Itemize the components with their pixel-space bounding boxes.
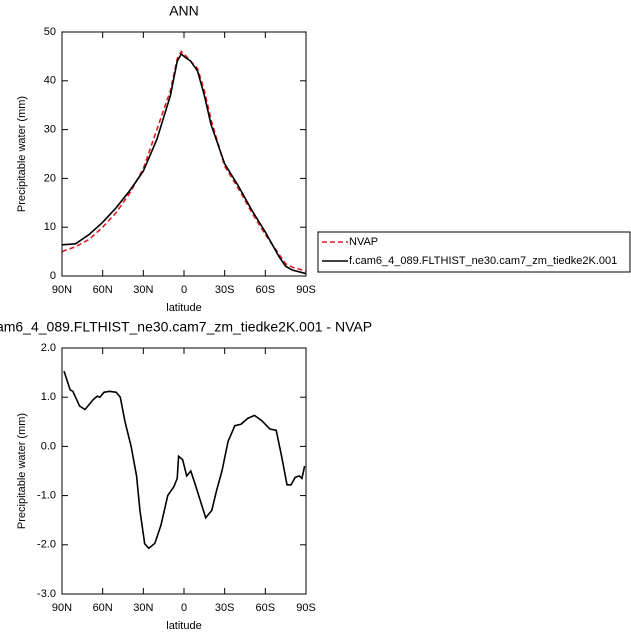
y-tick-label: 40	[44, 75, 56, 87]
series-line	[63, 370, 306, 550]
x-tick-label: 30S	[215, 284, 235, 296]
x-tick-label: 60N	[93, 284, 113, 296]
x-tick-label: 90S	[296, 284, 316, 296]
x-tick-label: 0	[181, 602, 187, 614]
x-tick-label: 60S	[256, 602, 276, 614]
y-tick-label: 20	[44, 172, 56, 184]
legend-label: NVAP	[349, 236, 378, 248]
y-tick-label: 0	[50, 270, 56, 282]
chart-title: am6_4_089.FLTHIST_ne30.cam7_zm_tiedke2K.…	[0, 319, 372, 335]
x-axis-label: latitude	[166, 302, 201, 314]
x-tick-label: 90N	[52, 284, 72, 296]
x-tick-label: 30N	[133, 284, 153, 296]
y-tick-label: 1.0	[41, 391, 56, 403]
x-tick-label: 0	[181, 284, 187, 296]
y-axis-label: Precipitable water (mm)	[16, 413, 28, 529]
x-tick-label: 90S	[296, 602, 316, 614]
x-tick-label: 90N	[52, 602, 72, 614]
y-tick-label: 30	[44, 124, 56, 136]
x-tick-label: 30S	[215, 602, 235, 614]
y-tick-label: -3.0	[37, 588, 56, 600]
series-line	[61, 52, 307, 275]
y-tick-label: 2.0	[41, 342, 56, 354]
y-tick-label: -2.0	[37, 539, 56, 551]
y-tick-label: 0.0	[41, 440, 56, 452]
x-tick-label: 30N	[133, 602, 153, 614]
y-tick-label: 10	[44, 221, 56, 233]
x-tick-label: 60S	[256, 284, 276, 296]
plot-frame	[61, 31, 307, 277]
y-axis-label: Precipitable water (mm)	[16, 96, 28, 212]
x-axis-label: latitude	[166, 620, 201, 632]
legend-box	[317, 231, 631, 273]
y-tick-label: -1.0	[37, 490, 56, 502]
x-tick-label: 60N	[93, 602, 113, 614]
chart-title: ANN	[169, 3, 199, 19]
legend-label: f.cam6_4_089.FLTHIST_ne30.cam7_zm_tiedke…	[349, 255, 617, 267]
y-tick-label: 50	[44, 26, 56, 38]
plot-frame	[61, 347, 307, 595]
